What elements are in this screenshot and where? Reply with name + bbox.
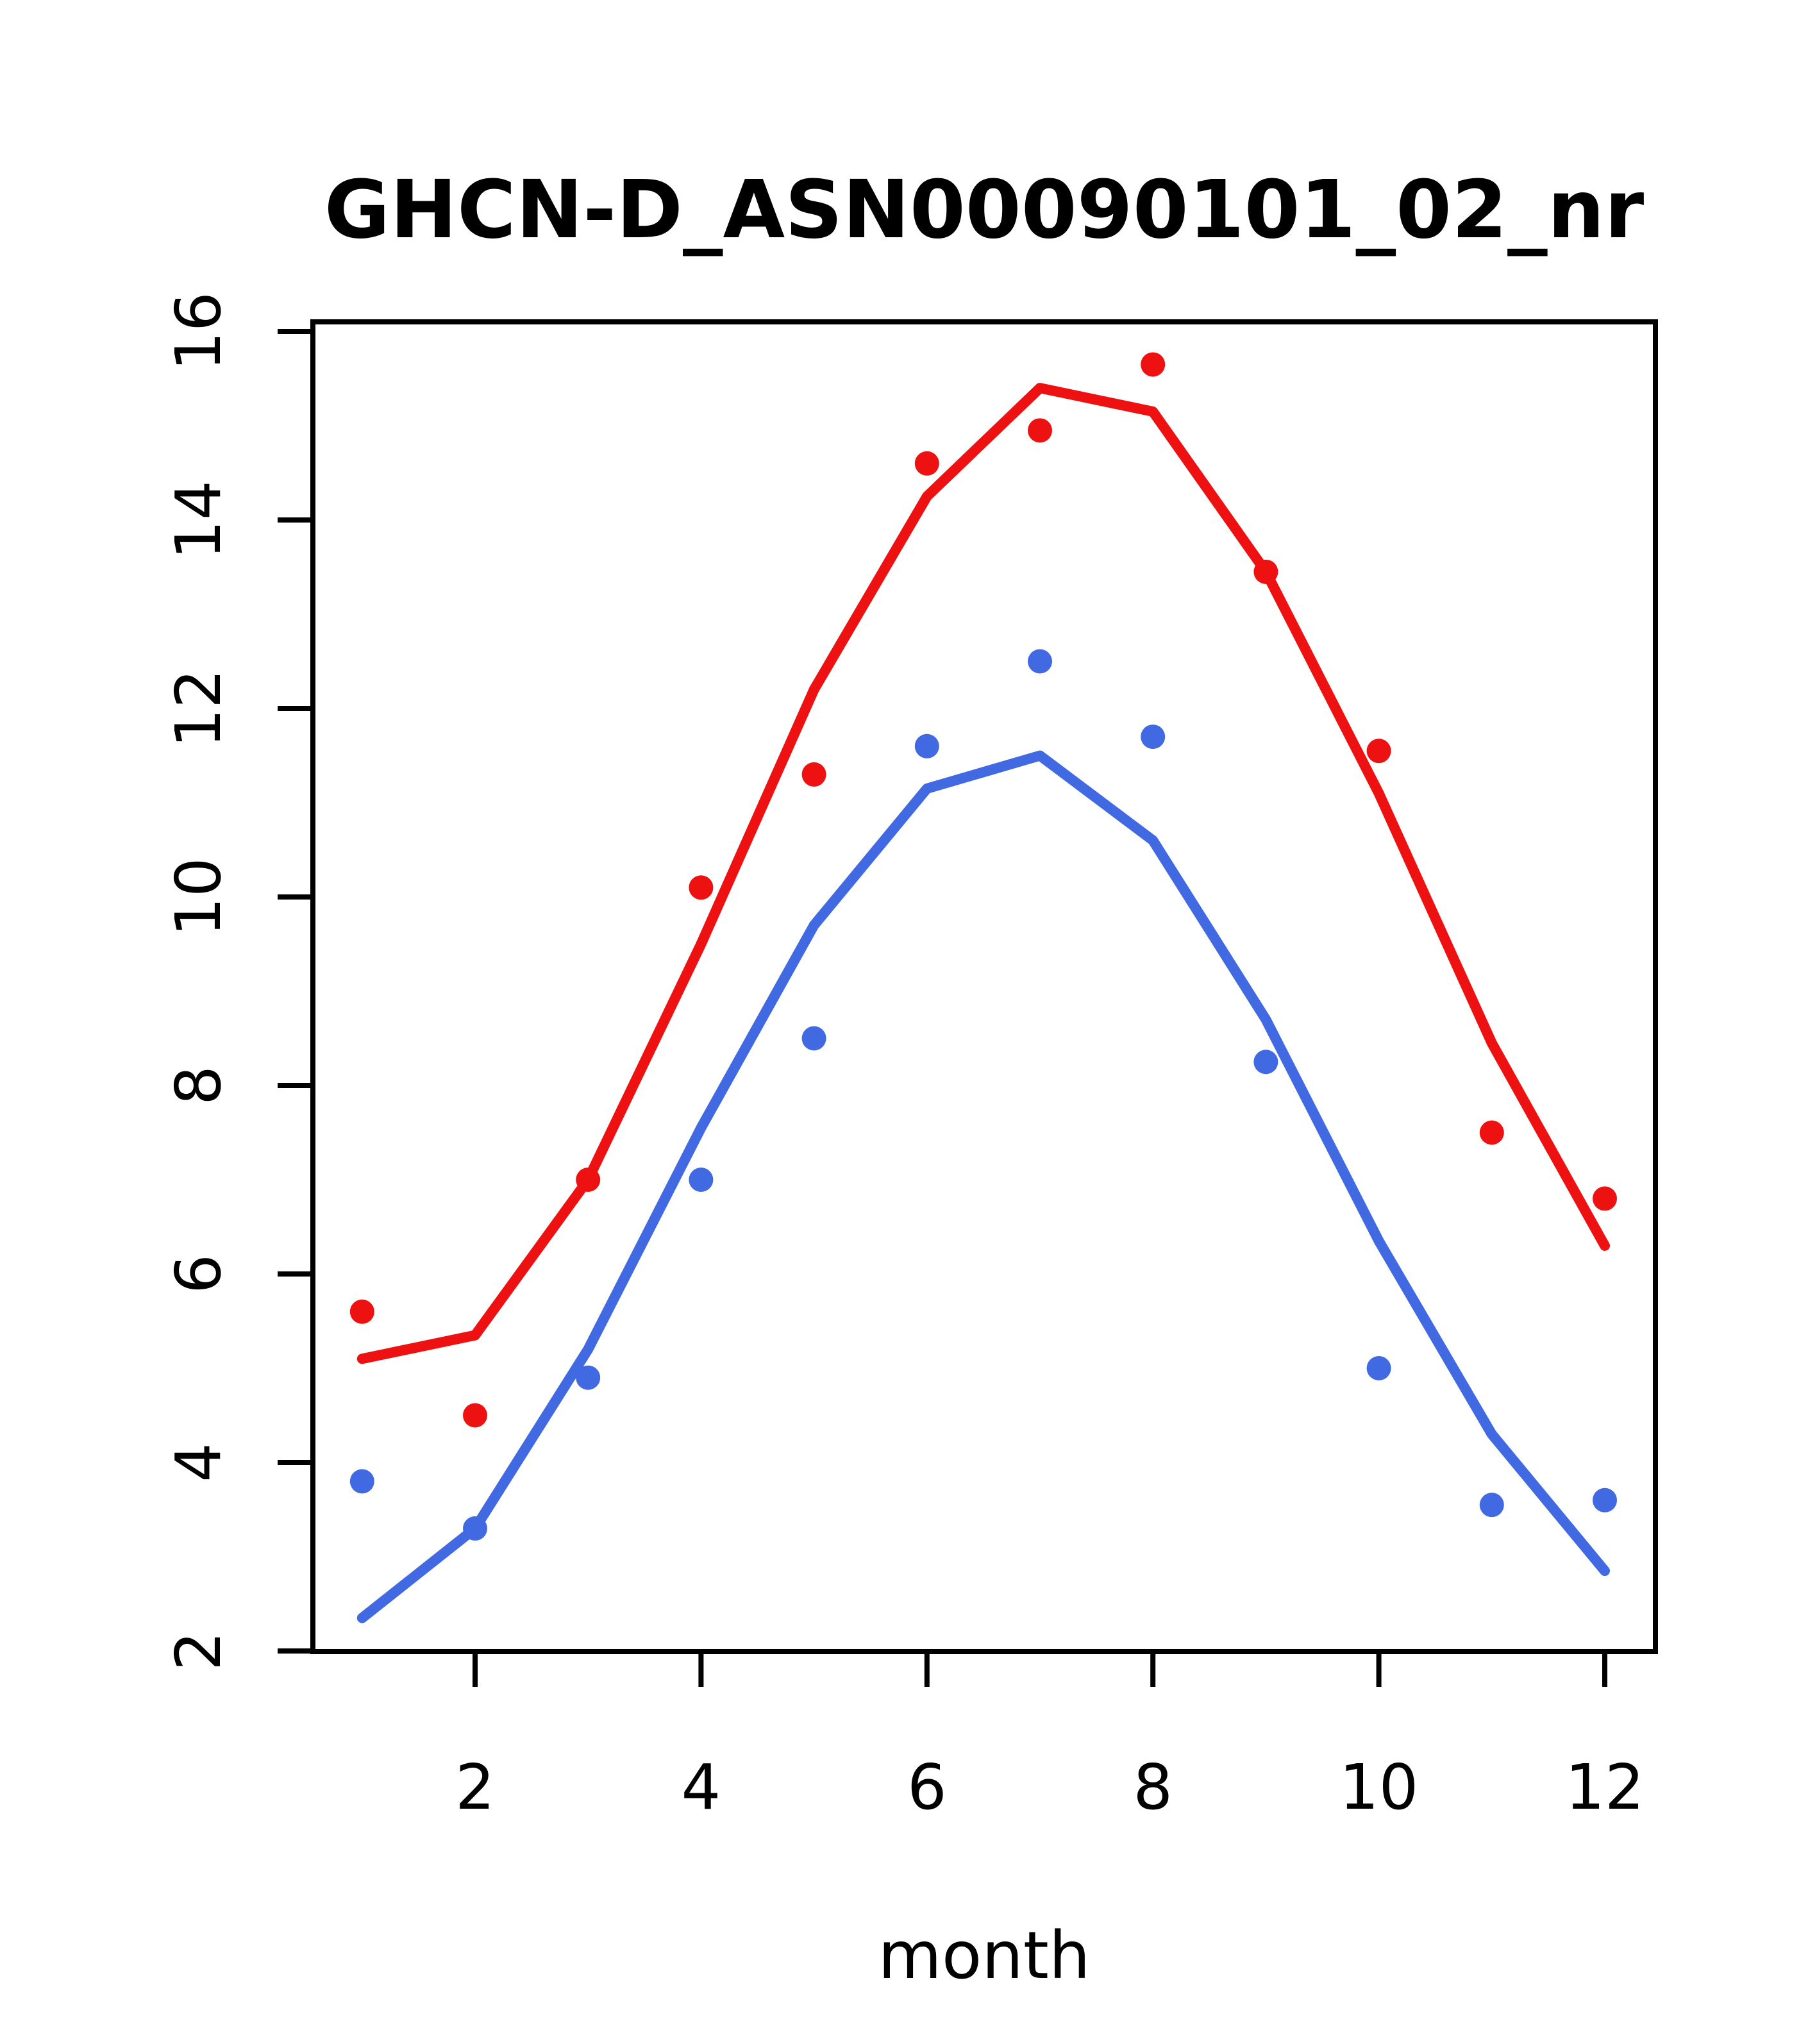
red-points-8 — [1141, 352, 1166, 377]
blue-points-1 — [349, 1469, 374, 1494]
red-points-2 — [463, 1403, 487, 1428]
x-tick-label-2: 2 — [455, 1751, 495, 1823]
blue-points-7 — [1028, 649, 1052, 674]
red-points-7 — [1028, 418, 1052, 443]
plot-series — [349, 352, 1617, 1623]
x-tick-label-4: 4 — [682, 1751, 721, 1823]
x-tick-label-12: 12 — [1565, 1751, 1644, 1823]
y-tick-label-2: 2 — [162, 1631, 235, 1671]
red-points-12 — [1593, 1186, 1617, 1211]
y-tick-label-10: 10 — [162, 857, 235, 936]
y-tick-label-8: 8 — [162, 1066, 235, 1105]
red-points-4 — [689, 875, 714, 900]
plot-box — [310, 319, 1658, 1654]
x-axis: 2 4 6 8 10 12 — [455, 1652, 1645, 1823]
red-points-5 — [801, 762, 826, 787]
blue-points-3 — [576, 1365, 601, 1390]
plot-border — [310, 319, 1658, 1654]
y-axis: 2 4 6 8 10 12 14 16 — [162, 292, 313, 1671]
blue-points-6 — [914, 733, 939, 758]
blue-points-8 — [1141, 725, 1166, 750]
red-points-11 — [1479, 1120, 1504, 1145]
x-tick-label-10: 10 — [1339, 1751, 1418, 1823]
red-fitted — [356, 383, 1610, 1364]
y-tick-label-12: 12 — [162, 669, 235, 748]
blue-points-4 — [689, 1168, 714, 1192]
red-points-6 — [914, 451, 939, 476]
y-tick-label-4: 4 — [162, 1443, 235, 1482]
x-tick-label-8: 8 — [1133, 1751, 1173, 1823]
blue-points-9 — [1253, 1050, 1278, 1075]
y-tick-label-6: 6 — [162, 1254, 235, 1294]
red-points-10 — [1366, 739, 1391, 764]
x-axis-title: month — [878, 1918, 1090, 1994]
blue-fitted — [356, 750, 1610, 1623]
chart-title: GHCN-D_ASN00090101_02_nr — [324, 163, 1645, 256]
blue-points-12 — [1593, 1487, 1617, 1512]
blue-points-10 — [1366, 1356, 1391, 1380]
blue-points-5 — [801, 1026, 826, 1051]
blue-points-11 — [1479, 1493, 1504, 1518]
red-points-1 — [349, 1299, 374, 1324]
y-tick-label-14: 14 — [162, 480, 235, 559]
x-tick-label-6: 6 — [907, 1751, 947, 1823]
y-tick-label-16: 16 — [162, 292, 235, 371]
